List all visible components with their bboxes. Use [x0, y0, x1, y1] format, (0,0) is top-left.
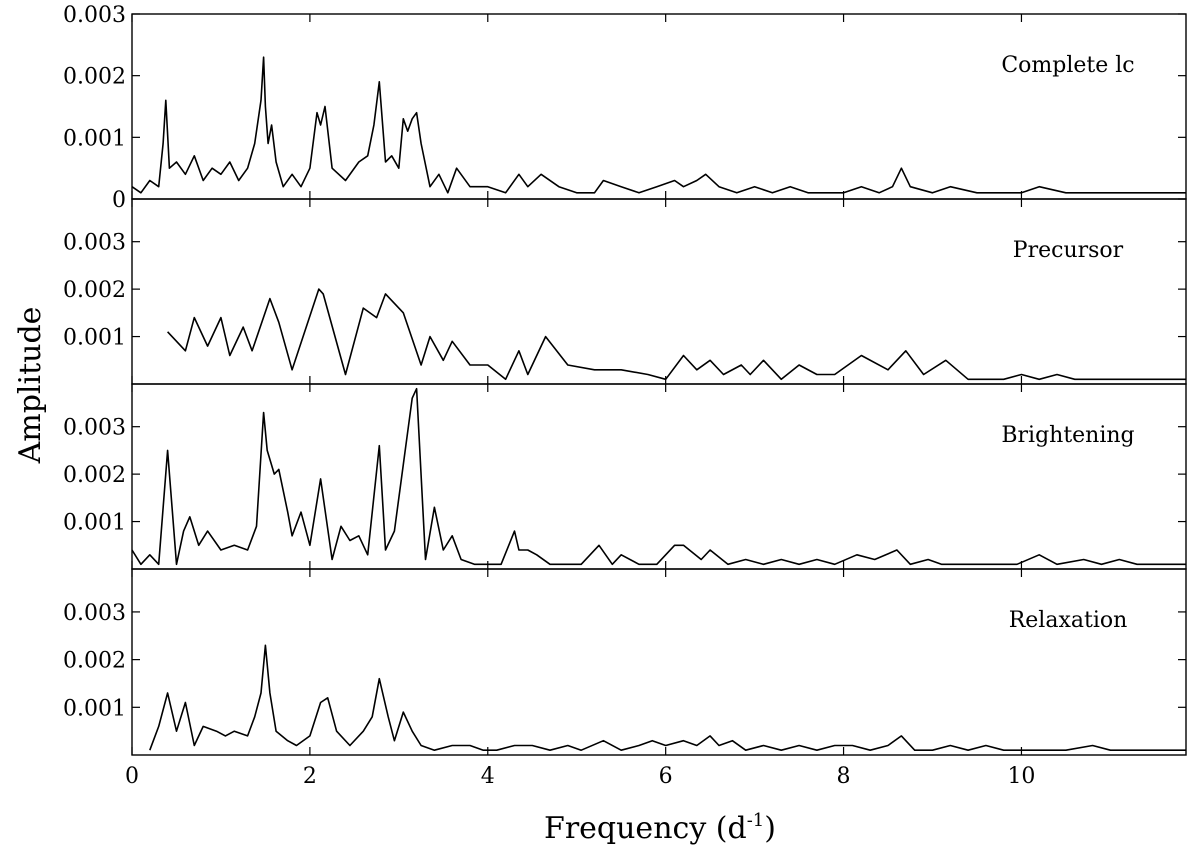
panel-label: Relaxation	[1009, 608, 1128, 633]
spectrum-line	[149, 644, 1186, 751]
panel-label: Complete lc	[1001, 53, 1134, 78]
panel-label: Precursor	[1013, 238, 1124, 263]
x-tick-label: 8	[837, 764, 851, 789]
y-axis-title: Amplitude	[13, 307, 48, 465]
y-tick-label: 0.003	[63, 416, 126, 441]
spectrum-line	[167, 288, 1186, 381]
y-tick-label: 0.002	[63, 278, 126, 303]
x-axis-title-exponent: -1	[747, 810, 765, 831]
x-tick-label: 2	[303, 764, 317, 789]
panel-label: Brightening	[1001, 423, 1134, 448]
y-tick-label: 0.001	[63, 126, 126, 151]
spectrum-line	[131, 56, 1186, 194]
y-tick-label: 0.001	[63, 511, 126, 536]
panel-frame	[131, 383, 1187, 570]
x-tick-label: 4	[481, 764, 495, 789]
y-tick-label: 0.002	[63, 649, 126, 674]
y-tick-label: 0.002	[63, 463, 126, 488]
x-tick-label: 6	[659, 764, 673, 789]
x-axis-title: Frequency (d-1)	[544, 810, 776, 846]
panel-frame	[131, 198, 1187, 385]
x-tick-label: 10	[1007, 764, 1035, 789]
y-tick-label: 0.002	[63, 65, 126, 90]
chart-panels: 0 0.001 0.002 0.003 Complete lc 0.001 0.002 0.0…	[63, 3, 1187, 789]
x-axis-title-main: Frequency (d	[544, 811, 747, 846]
panel-frame	[131, 13, 1187, 200]
y-tick-label: 0.003	[63, 231, 126, 256]
y-tick-label: 0.003	[63, 3, 126, 28]
y-tick-label: 0.001	[63, 696, 126, 721]
y-tick-label: 0.001	[63, 326, 126, 351]
panel-frame	[131, 568, 1187, 756]
x-tick-label: 0	[125, 764, 139, 789]
y-tick-label: 0	[112, 188, 126, 213]
y-tick-label: 0.003	[63, 601, 126, 626]
spectrum-line	[131, 387, 1186, 566]
x-axis-title-tail: )	[764, 811, 776, 846]
